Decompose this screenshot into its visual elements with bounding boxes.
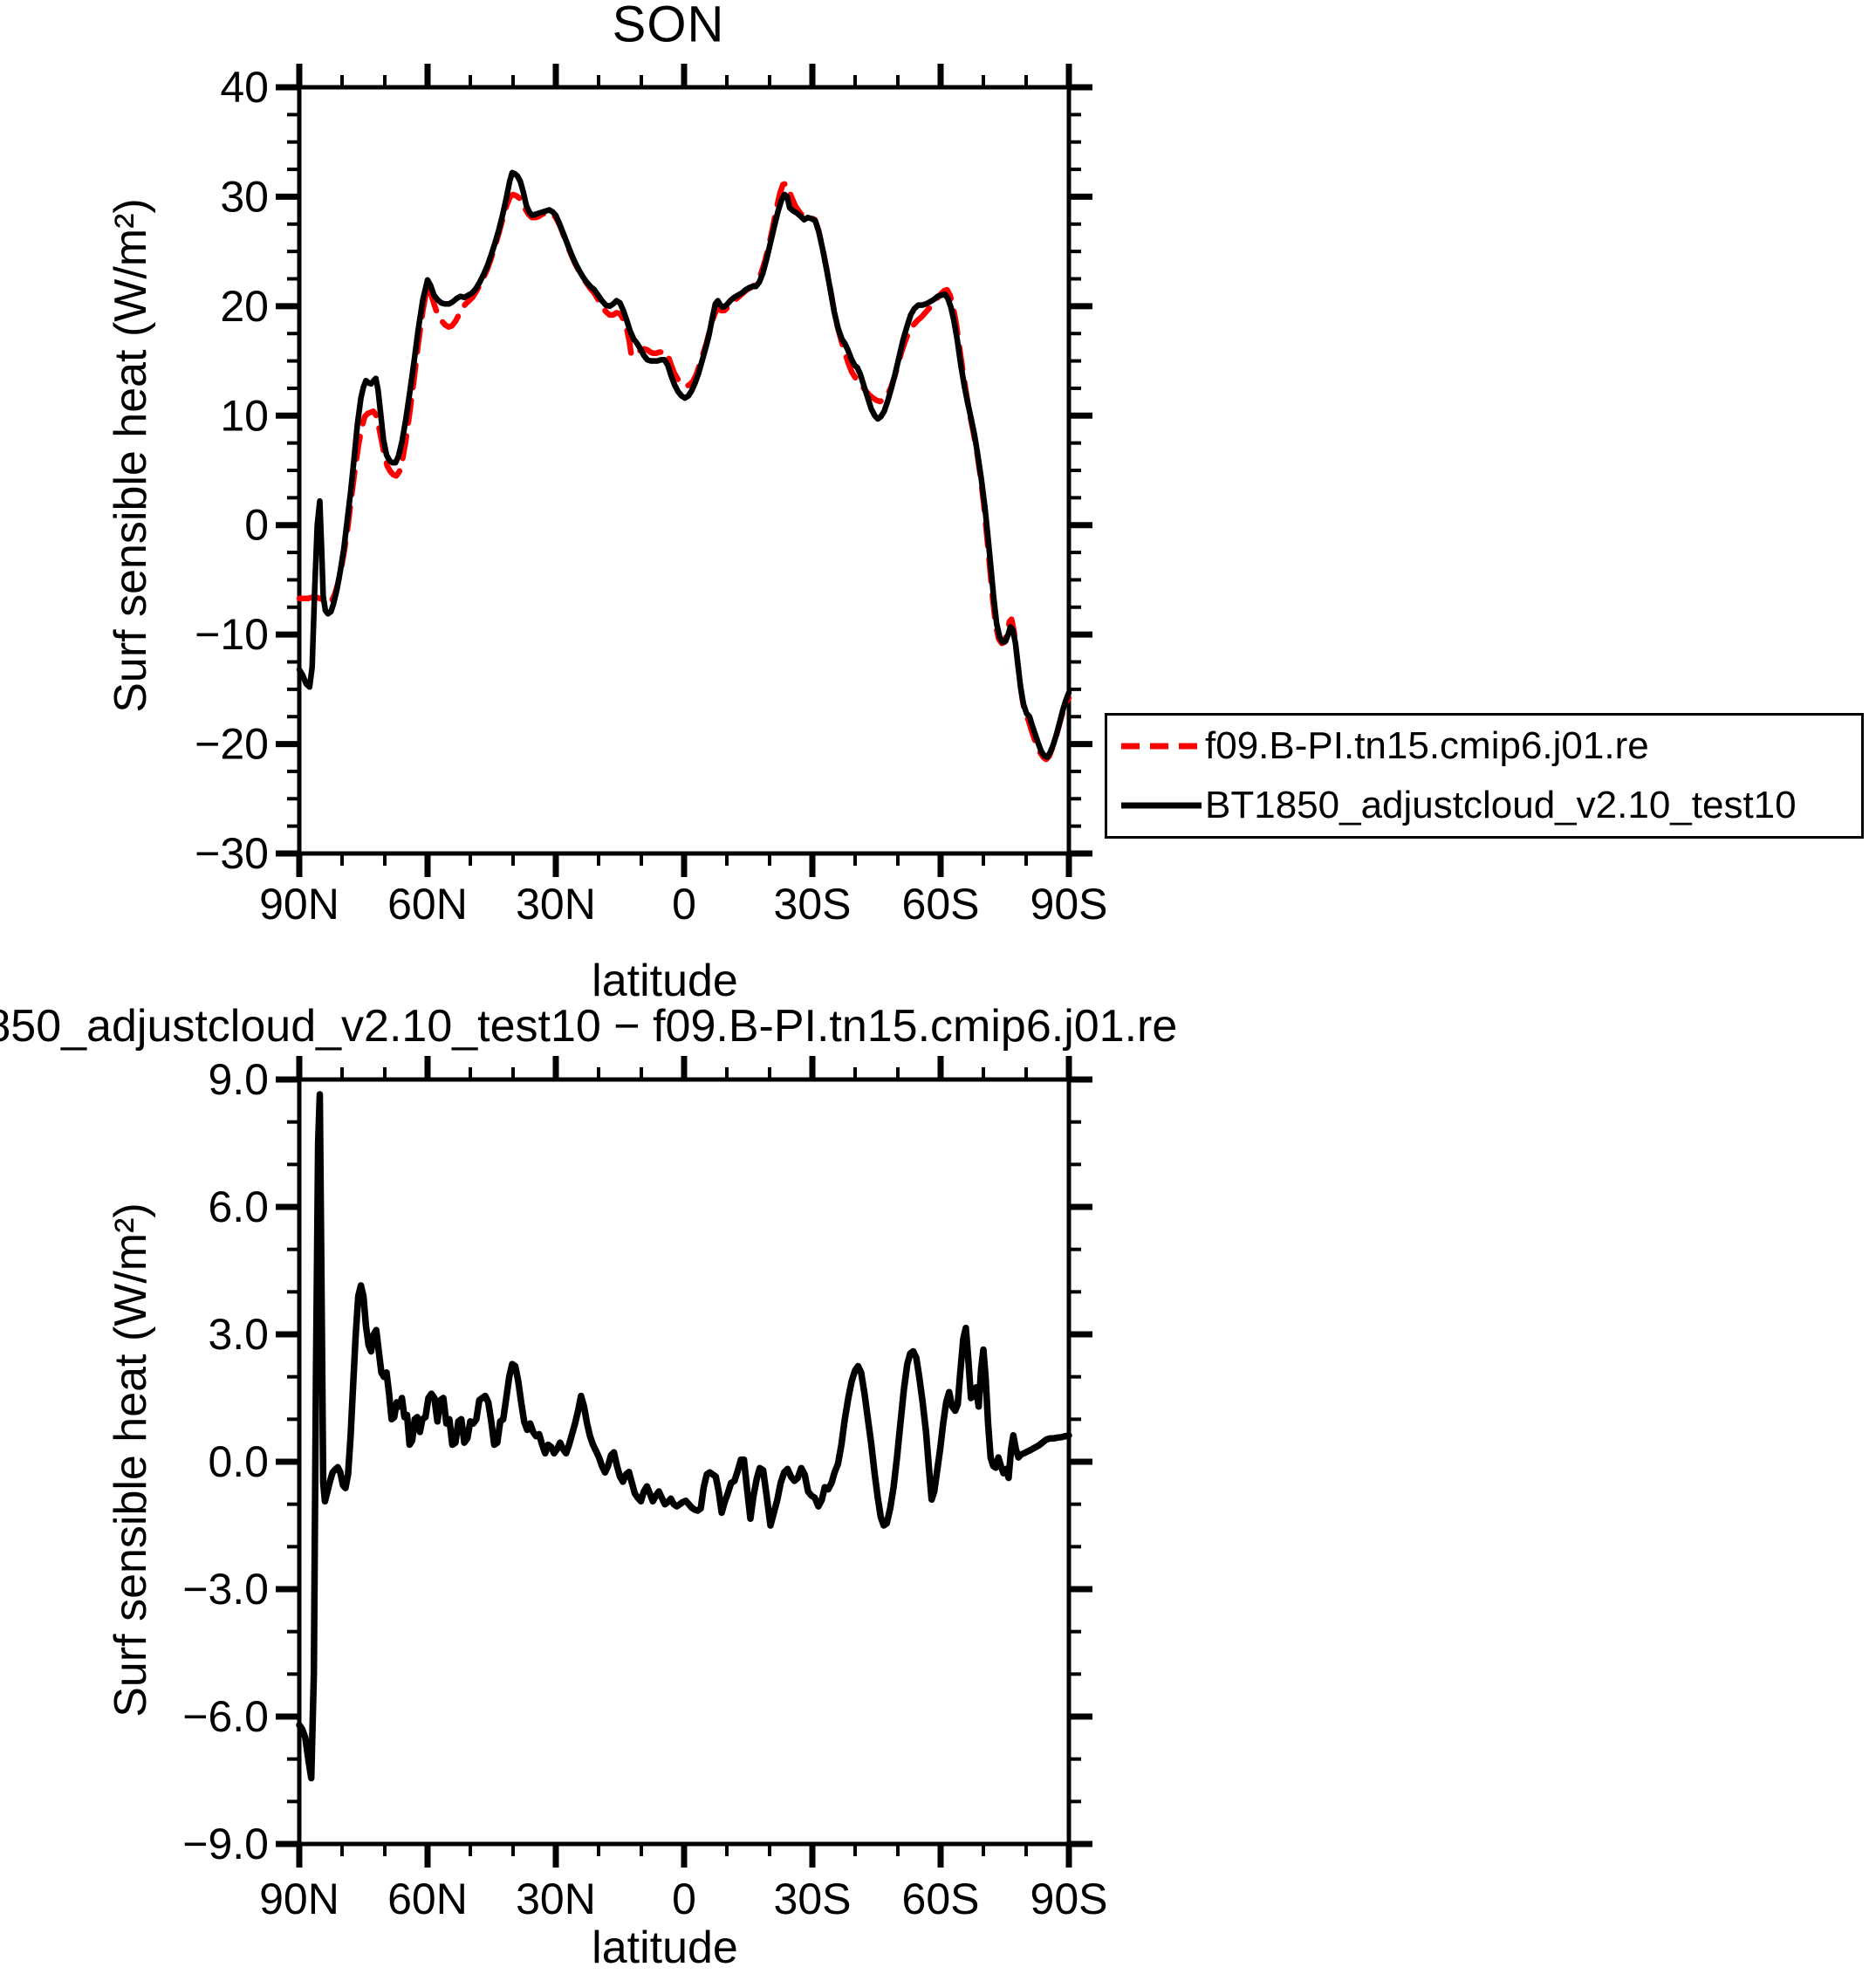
top-chart-x-tick-label: 90S [1030,880,1108,929]
bottom-chart-x-tick-label: 30N [516,1875,596,1923]
top-chart-ticks [276,64,1092,877]
top-chart-y-tick-label: −30 [195,829,269,878]
top-chart: 90N 60N 30N 0 30S 60S 90S 40 30 20 10 0 −10 −20 −30 [195,63,1107,929]
series-line-black-solid [296,1091,1072,1782]
bottom-chart-y-tick-label: 9.0 [208,1055,269,1104]
top-chart-x-tick-label: 60N [387,880,468,929]
top-chart-y-tick-label: −10 [195,610,269,659]
bottom-chart-x-tick-label: 30S [774,1875,852,1923]
bottom-chart-ticks [276,1056,1092,1868]
bottom-chart-x-tick-label: 90N [259,1875,339,1923]
bottom-chart: 90N 60N 30N 0 30S 60S 90S 9.0 6.0 3.0 0.0 −3.0 −6.0 −… [182,1055,1107,1923]
bottom-chart-y-tick-label: 6.0 [208,1182,269,1231]
top-chart-y-tick-label: 40 [220,63,269,112]
top-chart-x-tick-label: 90N [259,880,339,929]
top-chart-y-tick-label: 10 [220,391,269,440]
legend-label-bt1850: BT1850_adjustcloud_v2.10_test10 [1205,783,1797,826]
top-chart-x-tick-label: 30N [516,880,596,929]
legend-box: f09.B-PI.tn15.cmip6.j01.re BT1850_adjust… [1105,713,1864,839]
top-chart-y-tick-label: −20 [195,720,269,769]
top-chart-x-tick-label: 0 [672,880,696,929]
top-chart-y-axis-label: Surf sensible heat (W/m²) [106,198,156,713]
series-line-black-solid [296,169,1072,760]
bottom-chart-y-tick-label: −9.0 [182,1820,269,1868]
top-chart-title: SON [612,0,725,53]
legend-row-bt1850: BT1850_adjustcloud_v2.10_test10 [1107,778,1861,833]
top-chart-x-tick-label: 30S [774,880,852,929]
bottom-chart-y-tick-label: 3.0 [208,1310,269,1359]
bottom-chart-x-axis-label: latitude [592,1923,738,1973]
bottom-chart-y-tick-label: −3.0 [182,1565,269,1614]
legend-label-f09: f09.B-PI.tn15.cmip6.j01.re [1205,724,1649,768]
bottom-chart-x-tick-label: 60N [387,1875,468,1923]
top-chart-x-tick-label: 60S [902,880,980,929]
bottom-chart-frame [297,1077,1072,1847]
bottom-chart-y-axis-label: Surf sensible heat (W/m²) [106,1203,156,1717]
bottom-chart-title: BT1850_adjustcloud_v2.10_test10 − f09.B-… [0,1001,1178,1052]
legend-solid-line-sample [1121,802,1202,809]
series-line-red-dashed [296,181,1072,763]
bottom-chart-x-tick-label: 0 [672,1875,696,1923]
legend-dashed-line-sample [1121,743,1202,750]
top-chart-x-axis-label: latitude [592,956,738,1006]
top-chart-y-tick-label: 20 [220,282,269,331]
bottom-chart-x-tick-label: 60S [902,1875,980,1923]
top-chart-y-tick-label: 30 [220,172,269,221]
bottom-chart-y-tick-label: −6.0 [182,1692,269,1741]
top-chart-frame [297,85,1072,856]
legend-row-f09: f09.B-PI.tn15.cmip6.j01.re [1107,718,1861,774]
top-chart-y-tick-label: 0 [244,501,269,550]
bottom-chart-y-tick-label: 0.0 [208,1437,269,1486]
bottom-chart-x-tick-label: 90S [1030,1875,1108,1923]
